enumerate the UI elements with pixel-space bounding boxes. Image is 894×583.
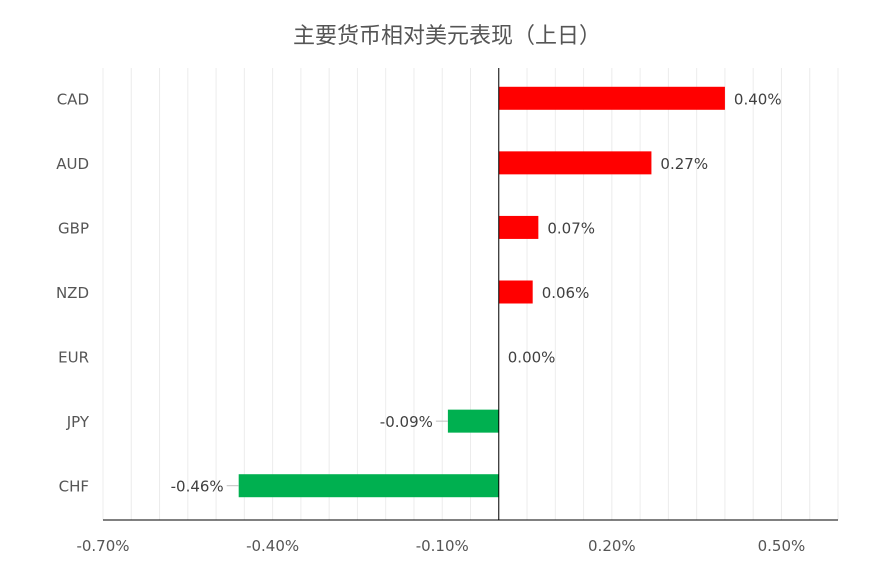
x-tick-label: -0.40% — [246, 537, 299, 555]
data-label: 0.40% — [734, 90, 782, 108]
category-label: CHF — [59, 478, 89, 496]
category-label: NZD — [56, 284, 89, 302]
bar — [498, 280, 533, 304]
category-label: EUR — [58, 349, 89, 367]
x-tick-label: -0.70% — [76, 537, 129, 555]
data-label: 0.06% — [542, 284, 590, 302]
bar — [447, 409, 499, 433]
category-label: CAD — [57, 90, 89, 108]
chart-title: 主要货币相对美元表现（上日） — [292, 24, 601, 49]
category-label: JPY — [66, 413, 90, 431]
data-label: -0.46% — [171, 478, 224, 496]
category-label: AUD — [56, 155, 89, 173]
x-tick-label: -0.10% — [416, 537, 469, 555]
bar — [498, 151, 652, 175]
x-tick-label: 0.20% — [588, 537, 636, 555]
bar — [498, 215, 539, 239]
data-label: 0.00% — [508, 349, 556, 367]
bar — [498, 86, 725, 110]
data-label: -0.09% — [380, 413, 433, 431]
x-tick-label: 0.50% — [758, 537, 806, 555]
data-label: 0.07% — [547, 219, 595, 237]
category-label: GBP — [58, 219, 89, 237]
data-label: 0.27% — [660, 155, 708, 173]
bar — [238, 474, 499, 498]
